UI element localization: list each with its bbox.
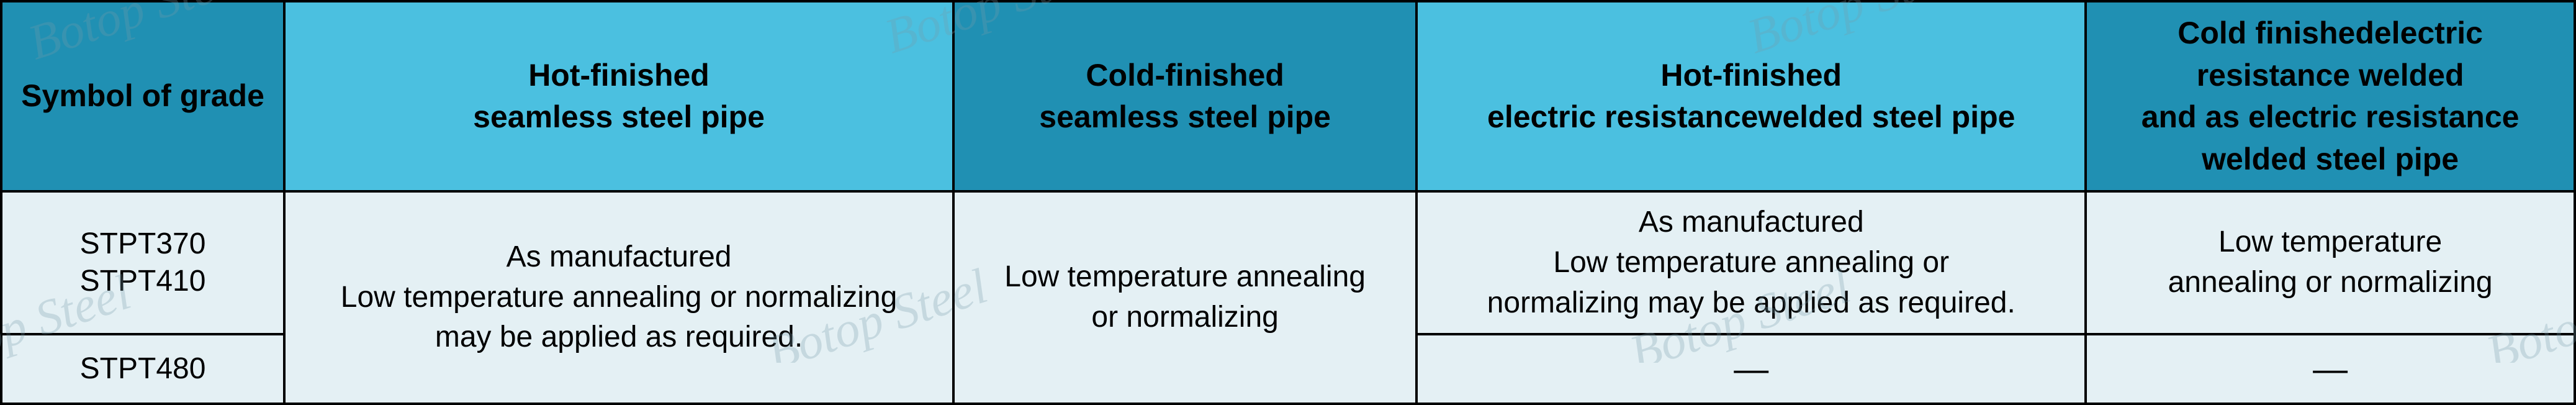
grade-value: STPT480 (80, 352, 206, 385)
steel-pipe-spec-table: Symbol of grade Hot-finished seamless st… (0, 0, 2576, 363)
header-symbol-of-grade: Symbol of grade (1, 1, 284, 191)
cell-grade: STPT480 (1, 334, 284, 404)
cell-text-line: Low temperature annealing or normalizing (341, 281, 898, 314)
dash-value: — (1734, 349, 1768, 388)
header-label-line: seamless steel pipe (1039, 99, 1331, 134)
cell-hot-finished-seamless: As manufactured Low temperature annealin… (284, 191, 953, 404)
cell-cold-finished-seamless: Low temperature annealing or normalizing (953, 191, 1416, 404)
cell-text-line: Low temperature (2218, 225, 2442, 258)
header-cold-finished-seamless: Cold-finished seamless steel pipe (953, 1, 1416, 191)
header-hot-finished-erw: Hot-finished electric resistancewelded s… (1416, 1, 2086, 191)
cell-hot-finished-erw: As manufactured Low temperature annealin… (1416, 191, 2086, 334)
cell-text-line: normalizing may be applied as required. (1487, 286, 2015, 319)
cell-text-line: Low temperature annealing or (1553, 246, 1949, 279)
header-label-line: Hot-finished (1660, 58, 1842, 93)
header-label-line: Cold-finished (1086, 58, 1284, 93)
header-row: Symbol of grade Hot-finished seamless st… (1, 1, 2575, 191)
cell-hot-finished-erw-dash: — (1416, 334, 2086, 404)
header-label-line: electric resistancewelded steel pipe (1487, 99, 2015, 134)
header-label-line: seamless steel pipe (473, 99, 765, 134)
header-label-line: and as electric resistance (2141, 99, 2520, 134)
cell-cold-finished-erw: Low temperature annealing or normalizing (2086, 191, 2575, 334)
cell-cold-finished-erw-dash: — (2086, 334, 2575, 404)
cell-text-line: may be applied as required. (435, 321, 803, 353)
grade-value: STPT370 (80, 227, 206, 260)
table-row: STPT370 STPT410 As manufactured Low temp… (1, 191, 2575, 334)
header-label-line: Cold finishedelectric (2177, 16, 2483, 50)
cell-text-line: or normalizing (1091, 301, 1278, 334)
header-label-line: resistance welded (2197, 58, 2464, 93)
cell-text-line: Low temperature annealing (1004, 260, 1366, 293)
grade-value: STPT410 (80, 265, 206, 298)
cell-text-line: As manufactured (507, 240, 732, 273)
cell-text-line: annealing or normalizing (2168, 266, 2493, 299)
cell-text-line: As manufactured (1639, 206, 1864, 239)
table: Symbol of grade Hot-finished seamless st… (0, 0, 2576, 405)
header-label-line: Hot-finished (528, 58, 709, 93)
header-label: Symbol of grade (21, 78, 264, 113)
header-label-line: welded steel pipe (2202, 142, 2459, 176)
header-hot-finished-seamless: Hot-finished seamless steel pipe (284, 1, 953, 191)
dash-value: — (2313, 349, 2348, 388)
cell-grade: STPT370 STPT410 (1, 191, 284, 334)
header-cold-finished-erw: Cold finishedelectric resistance welded … (2086, 1, 2575, 191)
